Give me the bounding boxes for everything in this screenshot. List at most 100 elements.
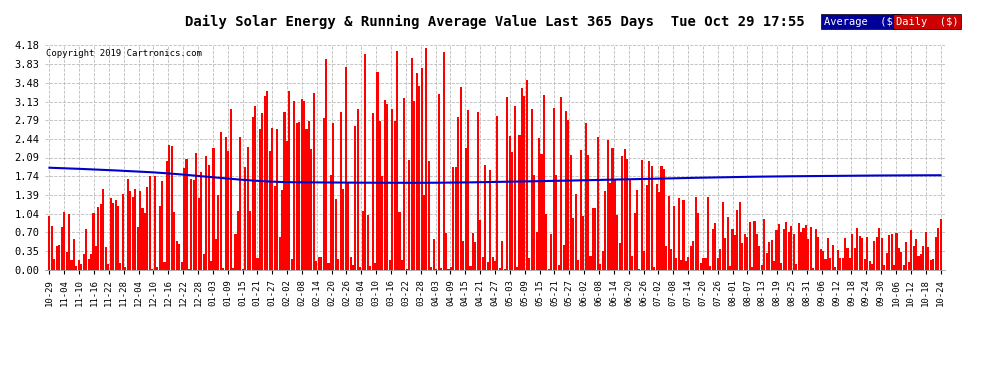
Bar xyxy=(765,253,768,270)
Bar xyxy=(768,242,770,270)
Bar xyxy=(115,200,117,270)
Bar xyxy=(494,261,496,270)
Bar xyxy=(389,260,391,270)
Bar xyxy=(868,261,870,270)
Bar xyxy=(734,235,736,270)
Bar xyxy=(751,267,753,270)
Bar xyxy=(785,222,787,270)
Bar xyxy=(812,268,815,270)
Bar xyxy=(406,269,408,270)
Bar xyxy=(381,176,383,270)
Bar xyxy=(464,148,466,270)
Bar xyxy=(454,167,456,270)
Bar xyxy=(856,228,858,270)
Bar xyxy=(920,254,922,270)
Bar xyxy=(97,207,99,270)
Bar xyxy=(457,117,459,270)
Bar xyxy=(286,141,288,270)
Bar xyxy=(399,212,401,270)
Bar xyxy=(526,80,528,270)
Bar xyxy=(607,140,609,270)
Bar xyxy=(364,54,366,270)
Bar xyxy=(602,251,604,270)
Bar xyxy=(142,208,144,270)
Bar xyxy=(579,150,582,270)
Bar xyxy=(80,264,82,270)
Bar xyxy=(908,262,910,270)
Bar xyxy=(433,239,435,270)
Bar xyxy=(645,185,647,270)
Bar xyxy=(536,232,538,270)
Bar xyxy=(220,132,222,270)
Bar xyxy=(491,257,494,270)
Bar xyxy=(562,246,564,270)
Bar xyxy=(90,254,92,270)
Bar xyxy=(467,110,469,270)
Bar xyxy=(413,101,415,270)
Bar xyxy=(572,218,574,270)
Bar xyxy=(695,197,697,270)
Bar xyxy=(915,238,917,270)
Bar xyxy=(675,258,677,270)
Bar xyxy=(313,93,315,270)
Bar xyxy=(778,224,780,270)
Bar xyxy=(529,258,531,270)
Bar xyxy=(394,121,396,270)
Bar xyxy=(129,191,132,270)
Bar xyxy=(55,246,57,270)
Bar xyxy=(729,266,731,270)
Bar xyxy=(521,88,523,270)
Bar xyxy=(840,258,842,270)
Bar xyxy=(687,258,689,270)
Bar xyxy=(245,166,247,270)
Bar xyxy=(895,233,898,270)
Bar xyxy=(653,267,655,270)
Bar xyxy=(459,87,461,270)
Bar xyxy=(832,245,834,270)
Bar xyxy=(748,222,750,270)
Bar xyxy=(73,240,75,270)
Bar xyxy=(543,94,545,270)
Bar xyxy=(928,247,930,270)
Bar xyxy=(188,269,190,270)
Bar xyxy=(871,264,873,270)
Bar xyxy=(844,238,846,270)
Bar xyxy=(195,153,197,270)
Bar xyxy=(715,223,717,270)
Bar xyxy=(225,137,227,270)
Bar xyxy=(218,195,220,270)
Bar xyxy=(609,183,611,270)
Bar xyxy=(788,232,790,270)
Bar xyxy=(702,258,704,270)
Bar xyxy=(760,265,763,270)
Bar xyxy=(758,246,760,270)
Bar xyxy=(853,248,856,270)
Bar xyxy=(449,267,452,270)
Bar xyxy=(737,210,739,270)
Bar xyxy=(837,250,839,270)
Bar xyxy=(266,92,268,270)
Bar xyxy=(293,101,295,270)
Bar xyxy=(205,156,207,270)
Bar xyxy=(655,184,657,270)
Bar xyxy=(156,267,158,270)
Bar xyxy=(810,227,812,270)
Bar xyxy=(153,176,155,270)
Bar xyxy=(851,234,853,270)
Bar xyxy=(805,225,807,270)
Bar xyxy=(866,237,868,270)
Bar xyxy=(227,151,230,270)
Bar xyxy=(147,187,148,270)
Bar xyxy=(743,234,745,270)
Bar xyxy=(793,234,795,270)
Bar xyxy=(594,208,596,270)
Bar xyxy=(462,241,464,270)
Bar xyxy=(631,256,634,270)
Bar xyxy=(756,234,758,270)
Bar xyxy=(310,149,313,270)
Bar xyxy=(443,53,445,270)
Bar xyxy=(65,252,67,270)
Bar xyxy=(873,241,875,270)
Bar xyxy=(876,237,878,270)
Bar xyxy=(92,213,95,270)
